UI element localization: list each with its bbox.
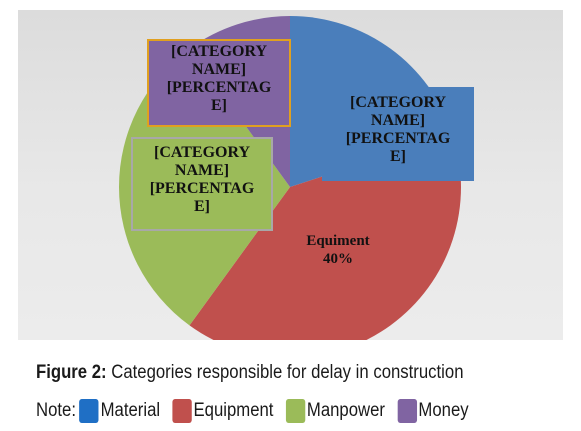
data-label-equipment-line-1: 40%	[323, 251, 353, 267]
legend-swatch-material	[79, 399, 99, 423]
pie-labels: [CATEGORYNAME][PERCENTAGE]Equiment40%[CA…	[131, 39, 474, 267]
data-label-money-line-0: [CATEGORY	[171, 43, 267, 60]
figure-caption-text: Categories responsible for delay in cons…	[106, 362, 464, 383]
data-label-material-line-2: [PERCENTAG	[346, 130, 451, 147]
legend-item-manpower: Manpower	[282, 399, 385, 423]
data-label-equipment-line-0: Equiment	[306, 233, 369, 249]
note-legend: Note: Material Equipment Manpower Money	[36, 397, 477, 425]
data-label-manpower-line-0: [CATEGORY	[154, 144, 250, 161]
legend-label-money: Money	[418, 400, 469, 421]
data-label-money-line-2: [PERCENTAG	[167, 79, 272, 96]
data-label-money-line-3: E]	[211, 97, 227, 114]
note-label: Note:	[36, 400, 76, 421]
data-label-manpower-line-1: NAME]	[175, 162, 229, 179]
legend-item-material: Material	[76, 399, 160, 423]
data-label-material-line-0: [CATEGORY	[350, 94, 446, 111]
data-label-material-line-1: NAME]	[371, 112, 425, 129]
legend-swatch-equipment	[172, 399, 192, 423]
legend-swatch-manpower	[285, 399, 306, 423]
figure-caption: Figure 2: Categories responsible for del…	[36, 362, 464, 384]
legend-item-money: Money	[394, 399, 469, 423]
legend-swatch-money	[397, 399, 417, 423]
pie-chart: [CATEGORYNAME][PERCENTAGE]Equiment40%[CA…	[118, 16, 474, 340]
pie-slice-equipment	[189, 134, 462, 340]
data-label-box-manpower	[131, 137, 273, 231]
legend-label-material: Material	[100, 400, 161, 421]
data-label-material-line-3: E]	[390, 148, 406, 165]
data-label-box-money	[147, 39, 291, 127]
legend-label-manpower: Manpower	[306, 400, 385, 421]
data-label-box-material	[322, 87, 474, 181]
data-label-manpower-line-3: E]	[194, 198, 210, 215]
chart-area: [CATEGORY NAME] [PERCENTAG E] Equiment 40% [CA…	[18, 10, 563, 340]
legend-item-equipment: Equipment	[169, 399, 274, 423]
figure-caption-prefix: Figure 2:	[36, 362, 107, 383]
data-label-money-line-1: NAME]	[192, 61, 246, 78]
legend-label-equipment: Equipment	[193, 400, 274, 421]
data-label-manpower-line-2: [PERCENTAG	[150, 180, 255, 197]
